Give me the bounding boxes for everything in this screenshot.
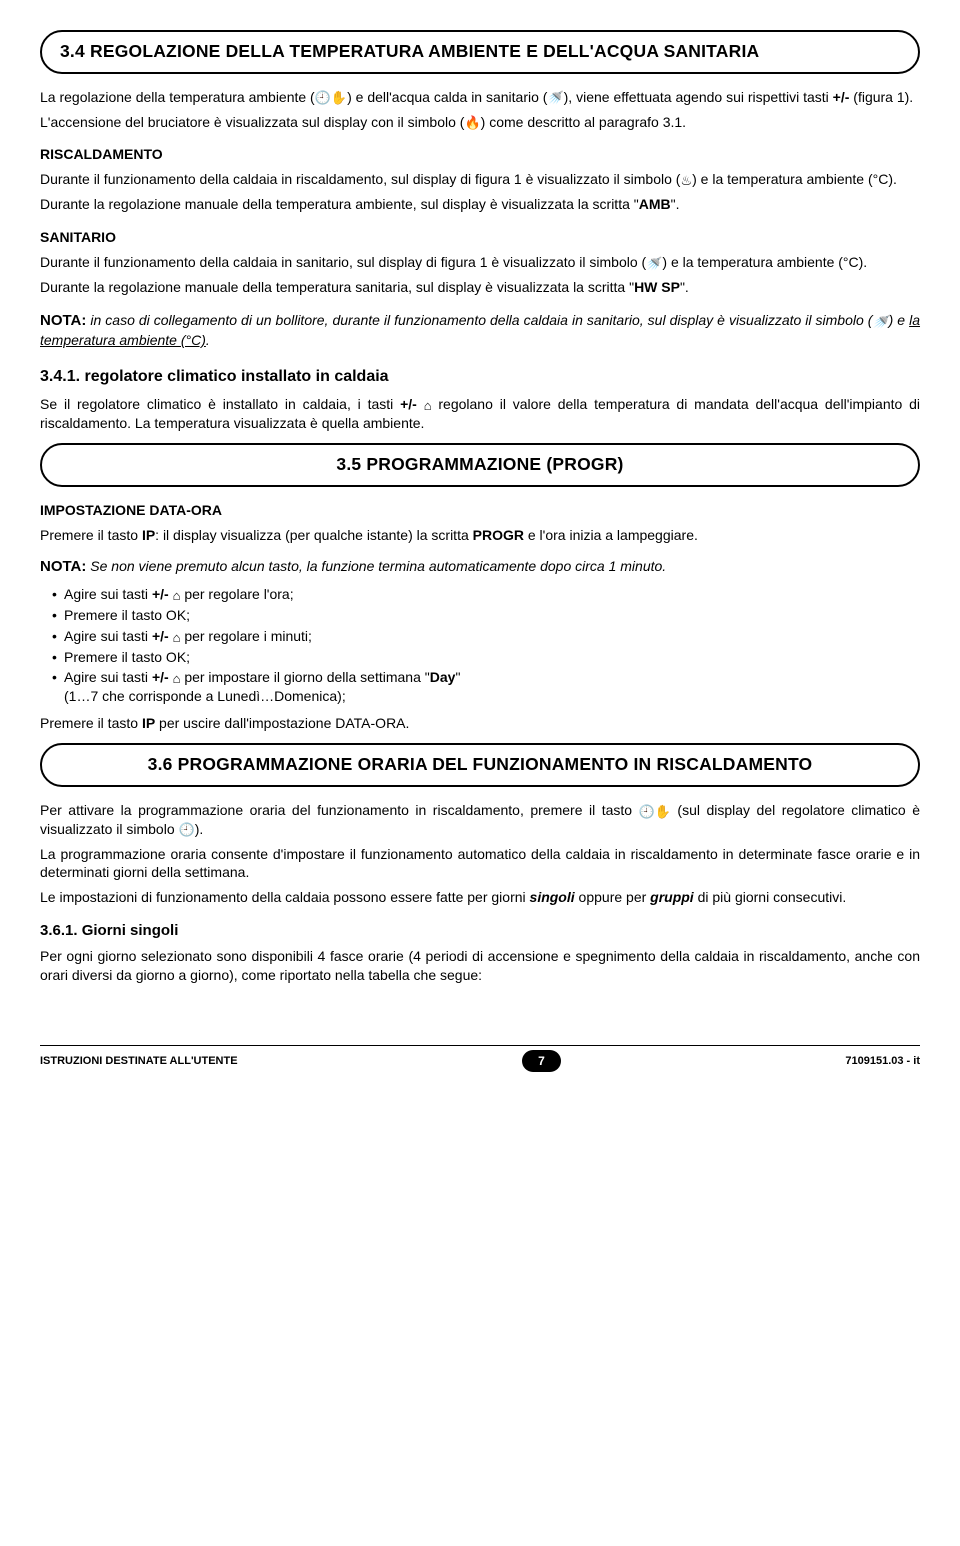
- text: La regolazione della temperatura ambient…: [40, 89, 315, 105]
- plusminus: +/-: [833, 89, 850, 105]
- sanitario-heading: SANITARIO: [40, 228, 920, 247]
- plusminus: +/-: [152, 628, 169, 644]
- text: Premere il tasto: [40, 527, 142, 543]
- s35-pend: Premere il tasto IP per uscire dall'impo…: [40, 714, 920, 733]
- text: ).: [195, 821, 204, 837]
- text: di più giorni consecutivi.: [694, 889, 847, 905]
- house-icon: ⌂: [173, 631, 181, 644]
- progr-label: PROGR: [473, 527, 524, 543]
- gruppi: gruppi: [650, 889, 694, 905]
- list-item: Agire sui tasti +/- ⌂ per impostare il g…: [52, 668, 920, 706]
- text: Le impostazioni di funzionamento della c…: [40, 889, 530, 905]
- flame-icon: 🔥: [464, 116, 480, 129]
- footer-left: ISTRUZIONI DESTINATE ALL'UTENTE: [40, 1054, 238, 1069]
- section-3-6-header: 3.6 PROGRAMMAZIONE ORARIA DEL FUNZIONAME…: [40, 743, 920, 787]
- list-item: Premere il tasto OK;: [52, 648, 920, 667]
- plusminus: +/-: [152, 586, 169, 602]
- text: L'accensione del bruciatore è visualizza…: [40, 114, 464, 130]
- ip-label: IP: [142, 715, 155, 731]
- subsection-361-heading: 3.6.1. Giorni singoli: [40, 921, 920, 941]
- clock-hand-icon: 🕘✋: [639, 805, 671, 818]
- footer-right: 7109151.03 - it: [845, 1054, 920, 1069]
- text: Agire sui tasti: [64, 669, 152, 685]
- p361: Per ogni giorno selezionato sono disponi…: [40, 947, 920, 985]
- nota-34: NOTA: in caso di collegamento di un boll…: [40, 311, 920, 350]
- subsection-341-heading: 3.4.1. regolatore climatico installato i…: [40, 366, 920, 388]
- page-number-badge: 7: [522, 1050, 561, 1072]
- text: Durante la regolazione manuale della tem…: [40, 196, 639, 212]
- clock-hand-icon: 🕘✋: [315, 91, 347, 104]
- house-icon: ⌂: [173, 672, 181, 685]
- amb-label: AMB: [639, 196, 671, 212]
- house-icon: ⌂: [173, 589, 181, 602]
- text: Se non viene premuto alcun tasto, la fun…: [86, 558, 666, 574]
- text: e l'ora inizia a lampeggiare.: [524, 527, 698, 543]
- text: ": [455, 669, 460, 685]
- san-p2: Durante la regolazione manuale della tem…: [40, 278, 920, 297]
- hwsp-label: HW SP: [634, 279, 680, 295]
- instruction-list: Agire sui tasti +/- ⌂ per regolare l'ora…: [40, 585, 920, 706]
- text: ".: [671, 196, 680, 212]
- text: (figura 1).: [849, 89, 913, 105]
- text: Durante il funzionamento della caldaia i…: [40, 171, 680, 187]
- text: : il display visualizza (per qualche ist…: [155, 527, 472, 543]
- ip-label: IP: [142, 527, 155, 543]
- section-3-4-header: 3.4 REGOLAZIONE DELLA TEMPERATURA AMBIEN…: [40, 30, 920, 74]
- nota-label: NOTA:: [40, 558, 86, 575]
- text: in caso di collegamento di un bollitore,…: [86, 312, 872, 328]
- radiator-icon: ♨: [680, 174, 692, 187]
- day-label: Day: [430, 669, 456, 685]
- text: (1…7 che corrisponde a Lunedì…Domenica);: [64, 688, 346, 704]
- risc-p2: Durante la regolazione manuale della tem…: [40, 195, 920, 214]
- plusminus: +/-: [400, 396, 417, 412]
- s36-p1: Per attivare la programmazione oraria de…: [40, 801, 920, 839]
- text: ), viene effettuata agendo sui rispettiv…: [564, 89, 833, 105]
- list-item: Agire sui tasti +/- ⌂ per regolare i min…: [52, 627, 920, 646]
- section-3-5-header: 3.5 PROGRAMMAZIONE (PROGR): [40, 443, 920, 487]
- nota-label: NOTA:: [40, 312, 86, 329]
- plusminus: +/-: [152, 669, 169, 685]
- text: Se il regolatore climatico è installato …: [40, 396, 400, 412]
- san-p1: Durante il funzionamento della caldaia i…: [40, 253, 920, 272]
- tap-icon: 🚿: [872, 315, 888, 328]
- house-icon: ⌂: [424, 399, 432, 412]
- text: Per attivare la programmazione oraria de…: [40, 802, 639, 818]
- text: Agire sui tasti: [64, 628, 152, 644]
- text: per regolare l'ora;: [184, 586, 293, 602]
- text: ) e la temperatura ambiente (°C).: [692, 171, 897, 187]
- text: Premere il tasto: [40, 715, 142, 731]
- s36-p3: Le impostazioni di funzionamento della c…: [40, 888, 920, 907]
- text: per regolare i minuti;: [184, 628, 312, 644]
- text: ) e dell'acqua calda in sanitario (: [347, 89, 547, 105]
- p341: Se il regolatore climatico è installato …: [40, 395, 920, 433]
- text: ".: [680, 279, 689, 295]
- nota-35: NOTA: Se non viene premuto alcun tasto, …: [40, 557, 920, 577]
- page-footer: ISTRUZIONI DESTINATE ALL'UTENTE 7 710915…: [40, 1045, 920, 1072]
- clock-icon: 🕘: [179, 823, 195, 836]
- impostazione-heading: IMPOSTAZIONE DATA-ORA: [40, 501, 920, 520]
- risc-p1: Durante il funzionamento della caldaia i…: [40, 170, 920, 189]
- text: per impostare il giorno della settimana …: [184, 669, 429, 685]
- text: per uscire dall'impostazione DATA-ORA.: [155, 715, 409, 731]
- text: oppure per: [575, 889, 651, 905]
- s36-p2: La programmazione oraria consente d'impo…: [40, 845, 920, 883]
- text: .: [206, 332, 210, 348]
- s34-paragraph-1: La regolazione della temperatura ambient…: [40, 88, 920, 107]
- list-item: Premere il tasto OK;: [52, 606, 920, 625]
- text: ) e la temperatura ambiente (°C).: [662, 254, 867, 270]
- text: ) e: [889, 312, 909, 328]
- tap-icon: 🚿: [547, 91, 563, 104]
- text: Durante il funzionamento della caldaia i…: [40, 254, 646, 270]
- s34-paragraph-2: L'accensione del bruciatore è visualizza…: [40, 113, 920, 132]
- s35-p1: Premere il tasto IP: il display visualiz…: [40, 526, 920, 545]
- singoli: singoli: [530, 889, 575, 905]
- list-item: Agire sui tasti +/- ⌂ per regolare l'ora…: [52, 585, 920, 604]
- riscaldamento-heading: RISCALDAMENTO: [40, 145, 920, 164]
- text: ) come descritto al paragrafo 3.1.: [481, 114, 686, 130]
- tap-icon: 🚿: [646, 257, 662, 270]
- text: Durante la regolazione manuale della tem…: [40, 279, 634, 295]
- text: Agire sui tasti: [64, 586, 152, 602]
